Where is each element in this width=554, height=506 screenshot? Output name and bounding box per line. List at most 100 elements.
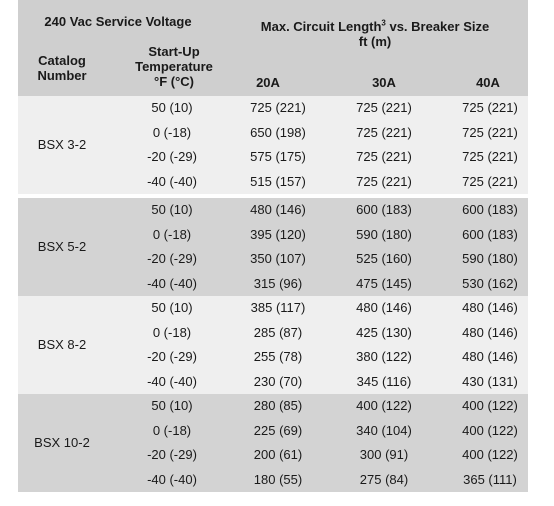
- length-20a-cell: 650 (198): [250, 124, 306, 140]
- length-40a-cell: 430 (131): [462, 373, 518, 389]
- length-30a-cell: 425 (130): [356, 324, 412, 340]
- temperature-cell: 0 (-18): [152, 422, 192, 438]
- length-30a-cell: 725 (221): [356, 100, 412, 115]
- temperature-cell: 50 (10): [151, 100, 193, 115]
- length-40a-cell: 725 (221): [462, 149, 518, 164]
- temperature-cell: 50 (10): [151, 300, 193, 315]
- max-length-units: ft (m): [358, 34, 392, 49]
- table-row: 0 (-18) 285 (87) 425 (130) 480 (146): [18, 321, 528, 346]
- length-20a-cell: 395 (120): [250, 226, 306, 242]
- service-voltage-heading: 240 Vac Service Voltage: [44, 14, 192, 29]
- temperature-cell: 0 (-18): [152, 226, 192, 242]
- length-30a-cell: 725 (221): [356, 124, 412, 140]
- length-30a-cell: 300 (91): [359, 447, 409, 462]
- table-row: -20 (-29) 200 (61) 300 (91) 400 (122): [18, 443, 528, 468]
- breaker-20a-heading: 20A: [256, 75, 280, 90]
- length-20a-cell: 225 (69): [253, 422, 303, 438]
- temperature-cell: -20 (-29): [147, 447, 197, 462]
- catalog-heading-line1: Catalog: [38, 53, 86, 68]
- table-row: 0 (-18) 225 (69) 340 (104) 400 (122): [18, 419, 528, 444]
- length-20a-cell: 480 (146): [250, 202, 306, 217]
- catalog-group-bsx-8-2: BSX 8-2 50 (10) 385 (117) 480 (146) 480 …: [18, 296, 528, 394]
- footnote-marker: 3: [381, 18, 386, 28]
- length-20a-cell: 350 (107): [250, 251, 306, 266]
- startup-heading-line2: Temperature: [135, 59, 213, 74]
- length-30a-cell: 400 (122): [356, 398, 412, 413]
- temperature-cell: -20 (-29): [147, 349, 197, 364]
- table-row: -20 (-29) 350 (107) 525 (160) 590 (180): [18, 247, 528, 272]
- length-20a-cell: 280 (85): [253, 398, 303, 413]
- table-row: 50 (10) 480 (146) 600 (183) 600 (183): [18, 198, 528, 223]
- length-30a-cell: 345 (116): [356, 373, 412, 389]
- length-20a-cell: 725 (221): [250, 100, 306, 115]
- length-40a-cell: 480 (146): [462, 349, 518, 364]
- breaker-30a-heading: 30A: [372, 75, 396, 90]
- temperature-cell: -40 (-40): [147, 173, 197, 189]
- length-40a-cell: 530 (162): [462, 275, 518, 291]
- temperature-cell: 0 (-18): [152, 324, 192, 340]
- length-30a-cell: 275 (84): [359, 471, 409, 487]
- catalog-number: BSX 10-2: [34, 435, 90, 450]
- length-20a-cell: 285 (87): [253, 324, 303, 340]
- catalog-number: BSX 5-2: [37, 239, 87, 254]
- temperature-cell: 50 (10): [151, 398, 193, 413]
- temperature-cell: -40 (-40): [147, 275, 197, 291]
- length-20a-cell: 200 (61): [253, 447, 303, 462]
- length-40a-cell: 725 (221): [462, 124, 518, 140]
- length-40a-cell: 590 (180): [462, 251, 518, 266]
- max-circuit-length-heading: Max. Circuit Length3 vs. Breaker Size ft…: [220, 19, 530, 49]
- table-row: 0 (-18) 650 (198) 725 (221) 725 (221): [18, 121, 528, 146]
- catalog-group-bsx-10-2: BSX 10-2 50 (10) 280 (85) 400 (122) 400 …: [18, 394, 528, 492]
- length-30a-cell: 590 (180): [356, 226, 412, 242]
- length-30a-cell: 525 (160): [356, 251, 412, 266]
- catalog-number-heading: Catalog Number: [22, 53, 102, 83]
- length-30a-cell: 340 (104): [356, 422, 412, 438]
- startup-heading-line3: °F (°C): [154, 74, 194, 89]
- table-row: -40 (-40) 230 (70) 345 (116) 430 (131): [18, 370, 528, 395]
- length-30a-cell: 475 (145): [356, 275, 412, 291]
- length-20a-cell: 575 (175): [250, 149, 306, 164]
- catalog-group-bsx-5-2: BSX 5-2 50 (10) 480 (146) 600 (183) 600 …: [18, 198, 528, 296]
- table-row: 50 (10) 280 (85) 400 (122) 400 (122): [18, 394, 528, 419]
- length-40a-cell: 600 (183): [462, 202, 518, 217]
- table-header: 240 Vac Service Voltage Max. Circuit Len…: [18, 0, 528, 96]
- catalog-number: BSX 8-2: [37, 337, 87, 352]
- table-row: 50 (10) 385 (117) 480 (146) 480 (146): [18, 296, 528, 321]
- temperature-cell: 50 (10): [151, 202, 193, 217]
- length-20a-cell: 180 (55): [253, 471, 303, 487]
- length-30a-cell: 380 (122): [356, 349, 412, 364]
- table-row: 50 (10) 725 (221) 725 (221) 725 (221): [18, 96, 528, 121]
- table-row: -40 (-40) 180 (55) 275 (84) 365 (111): [18, 468, 528, 493]
- length-40a-cell: 600 (183): [462, 226, 518, 242]
- length-40a-cell: 480 (146): [462, 324, 518, 340]
- table-row: -40 (-40) 515 (157) 725 (221) 725 (221): [18, 170, 528, 195]
- length-40a-cell: 725 (221): [462, 173, 518, 189]
- length-20a-cell: 385 (117): [250, 300, 306, 315]
- length-20a-cell: 515 (157): [250, 173, 306, 189]
- length-40a-cell: 400 (122): [462, 447, 518, 462]
- length-30a-cell: 480 (146): [356, 300, 412, 315]
- table-row: 0 (-18) 395 (120) 590 (180) 600 (183): [18, 223, 528, 248]
- length-40a-cell: 400 (122): [462, 422, 518, 438]
- length-40a-cell: 725 (221): [462, 100, 518, 115]
- startup-heading-line1: Start-Up: [148, 44, 200, 59]
- breaker-40a-heading: 40A: [476, 75, 500, 90]
- length-40a-cell: 365 (111): [463, 471, 517, 487]
- length-20a-cell: 255 (78): [253, 349, 303, 364]
- temperature-cell: -40 (-40): [147, 471, 197, 487]
- table-row: -40 (-40) 315 (96) 475 (145) 530 (162): [18, 272, 528, 297]
- temperature-cell: -20 (-29): [147, 149, 197, 164]
- catalog-heading-line2: Number: [37, 68, 87, 83]
- max-length-suffix: vs. Breaker Size: [385, 19, 490, 34]
- length-30a-cell: 725 (221): [356, 173, 412, 189]
- temperature-cell: 0 (-18): [152, 124, 192, 140]
- table-row: -20 (-29) 255 (78) 380 (122) 480 (146): [18, 345, 528, 370]
- length-40a-cell: 480 (146): [462, 300, 518, 315]
- temperature-cell: -20 (-29): [147, 251, 197, 266]
- length-20a-cell: 230 (70): [253, 373, 303, 389]
- length-40a-cell: 400 (122): [462, 398, 518, 413]
- max-length-title: Max. Circuit Length: [260, 19, 382, 34]
- length-20a-cell: 315 (96): [253, 275, 303, 291]
- temperature-cell: -40 (-40): [147, 373, 197, 389]
